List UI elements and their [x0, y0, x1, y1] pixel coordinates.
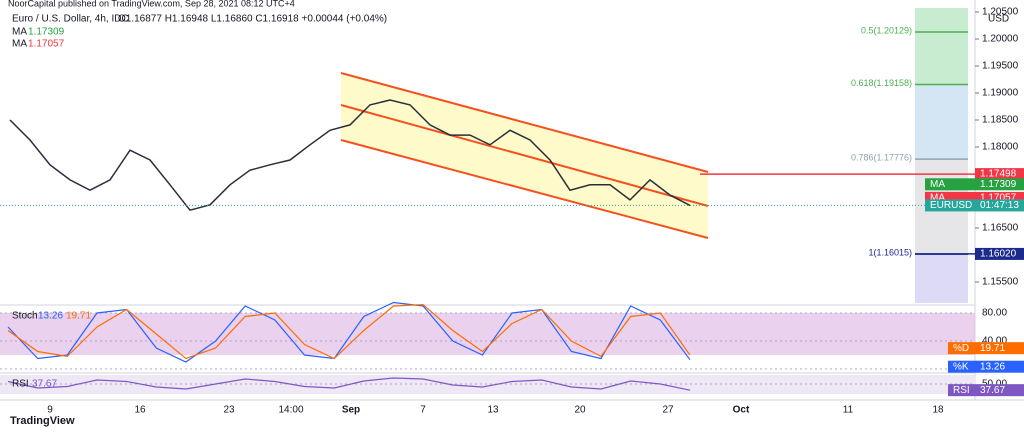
y-tick-label: 1.15500: [982, 277, 1019, 288]
rsi-tag-value: 37.67: [980, 385, 1005, 396]
rsi-tag: [948, 384, 1024, 397]
ma-tag-value: 1.17309: [980, 179, 1017, 190]
x-tick-label: 27: [662, 405, 674, 416]
y-tick-label: 1.19500: [982, 61, 1019, 72]
x-tick-label: Sep: [342, 405, 360, 416]
channel-line: [340, 104, 709, 207]
y-tick-label: 1.20000: [982, 34, 1019, 45]
stoch-line: [7, 303, 691, 360]
x-tick-label: 18: [932, 405, 944, 416]
stoch-tick-label: 80.00: [982, 308, 1007, 319]
stoch-line: [7, 301, 691, 363]
publisher: NoorCapital published on TradingView.com…: [8, 0, 295, 8]
rsi-tick-label: 50.00: [982, 379, 1007, 390]
price-line: [9, 99, 691, 212]
stoch-tag: [948, 342, 1024, 355]
price-tag: [975, 247, 1024, 260]
y-tick-label: 1.16500: [982, 223, 1019, 234]
fib-label: 0.786(1.17776): [851, 152, 912, 162]
fib-label: 0.618(1.19158): [851, 78, 912, 88]
legend-ma-name: MA: [12, 27, 27, 38]
price-tag: [925, 178, 1024, 191]
legend-rsi-name: RSI: [12, 379, 29, 390]
legend-ma-value: 1.17309: [28, 27, 65, 38]
x-tick-label: 14:00: [278, 405, 303, 416]
price-tag: [925, 199, 1024, 212]
footer-logo: TradingView: [10, 415, 75, 427]
channel-line: [340, 139, 709, 239]
ma-tag-name: MA: [930, 193, 945, 204]
x-tick-label: 9: [47, 405, 53, 416]
stoch-tag-name: %K: [953, 361, 969, 372]
rsi-line: [7, 377, 691, 391]
y-tick-label: 1.20500: [982, 7, 1019, 18]
legend-ma-value: 1.17057: [28, 39, 65, 50]
last-countdown: 01:47:13: [980, 200, 1019, 211]
currency: USD: [988, 14, 1009, 25]
y-tick-label: 1.19000: [982, 88, 1019, 99]
ma-tag-value: 1.17057: [980, 193, 1017, 204]
x-tick-label: 20: [574, 405, 586, 416]
y-tick-label: 1.18000: [982, 142, 1019, 153]
x-tick-label: 16: [134, 405, 146, 416]
fib-zone: [915, 84, 968, 160]
legend-rsi-value: 37.67: [32, 379, 57, 390]
symbol: Euro / U.S. Dollar, 4h, IDC: [12, 14, 129, 25]
x-tick-label: 7: [420, 405, 426, 416]
x-tick-label: 11: [843, 405, 854, 416]
y-tick-label: 1.18500: [982, 115, 1019, 126]
price-tag-label: 1.17498: [980, 169, 1017, 180]
fib-label: 1(1.16015): [868, 248, 912, 258]
legend-stoch-value: 13.26: [38, 311, 63, 322]
ohlc: O1.16877 H1.16948 L1.16860 C1.16918 +0.0…: [118, 14, 387, 25]
fib-label: 0.5(1.20129): [861, 25, 912, 35]
legend-ma-name: MA: [12, 39, 27, 50]
price-tag-label: 1.16020: [980, 249, 1017, 260]
x-tick-label: 13: [487, 405, 499, 416]
rsi-tag-name: RSI: [953, 385, 970, 396]
x-tick-label: Oct: [733, 405, 750, 416]
channel-line: [340, 72, 709, 173]
fib-zone: [915, 8, 968, 85]
legend-stoch-name: Stoch: [12, 311, 38, 322]
stoch-tag-value: 19.71: [980, 343, 1005, 354]
last-symbol: EURUSD: [930, 200, 972, 211]
stoch-tag-name: %D: [953, 343, 969, 354]
stoch-tick-label: 40.00: [982, 336, 1007, 347]
stoch-tag-value: 13.26: [980, 361, 1005, 372]
x-tick-label: 23: [223, 405, 235, 416]
legend-stoch-value: 19.71: [66, 311, 91, 322]
fib-zone: [915, 254, 968, 303]
ma-tag-name: MA: [930, 179, 945, 190]
price-tag: [975, 168, 1024, 181]
stoch-tag: [948, 360, 1024, 373]
